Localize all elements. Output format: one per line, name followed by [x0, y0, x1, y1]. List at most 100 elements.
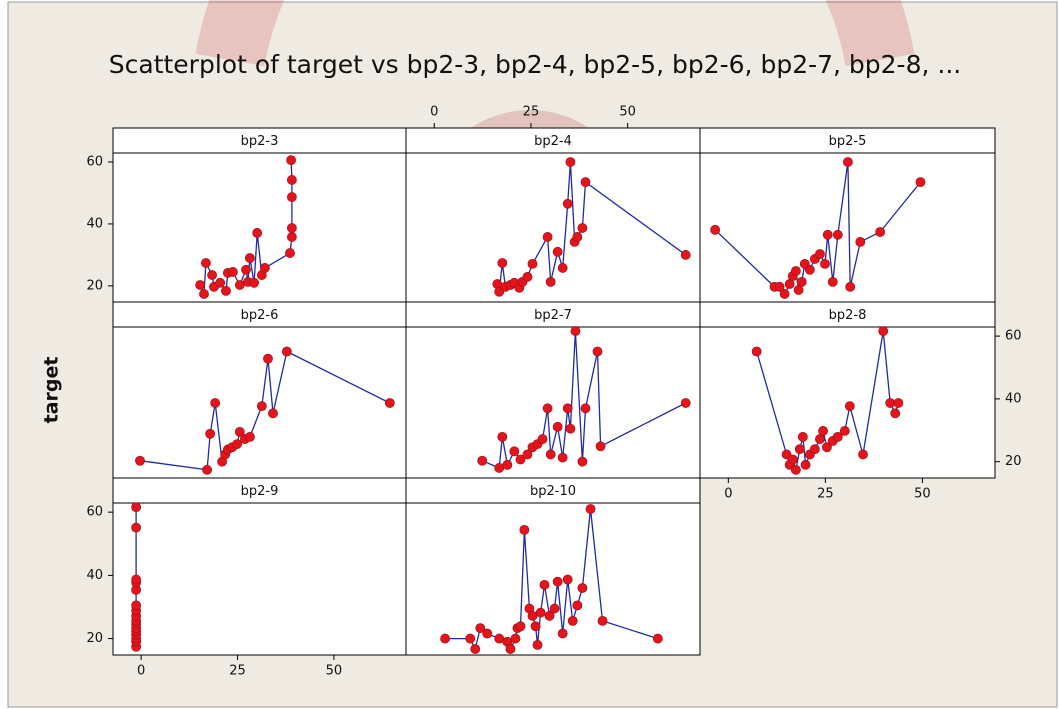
point	[543, 404, 552, 413]
point	[245, 432, 254, 441]
point	[553, 422, 562, 431]
point	[578, 457, 587, 466]
point	[752, 347, 761, 356]
point	[520, 525, 529, 534]
point	[495, 634, 504, 643]
point	[207, 270, 216, 279]
point	[536, 608, 545, 617]
point	[780, 289, 789, 298]
point	[856, 237, 865, 246]
point	[498, 432, 507, 441]
point	[581, 404, 590, 413]
point	[828, 277, 837, 286]
point	[558, 629, 567, 638]
point	[795, 445, 804, 454]
point	[523, 272, 532, 281]
y-axis-label: target	[41, 357, 63, 424]
x-tick-label: 25	[817, 487, 834, 502]
y-tick-label: 60	[86, 505, 103, 520]
point	[571, 326, 580, 335]
point	[510, 447, 519, 456]
point	[788, 455, 797, 464]
point	[653, 634, 662, 643]
point	[596, 442, 605, 451]
x-tick-label: 25	[229, 664, 246, 679]
point	[858, 450, 867, 459]
x-tick-label: 0	[724, 487, 732, 502]
y-tick-label: 60	[86, 154, 103, 169]
point	[528, 259, 537, 268]
point	[791, 465, 800, 474]
point	[201, 258, 210, 267]
panel-plot	[406, 503, 700, 655]
point	[798, 432, 807, 441]
point	[568, 616, 577, 625]
point	[546, 277, 555, 286]
point	[891, 409, 900, 418]
point	[287, 223, 296, 232]
point	[833, 230, 842, 239]
panel-plot	[113, 153, 406, 302]
point	[287, 192, 296, 201]
point	[550, 604, 559, 613]
point	[538, 434, 547, 443]
point	[563, 404, 572, 413]
point	[506, 644, 515, 653]
point	[285, 248, 294, 257]
point	[287, 232, 296, 241]
x-tick-label: 25	[523, 105, 540, 120]
panel-title: bp2-8	[829, 308, 867, 323]
x-tick-label: 0	[137, 664, 145, 679]
x-tick-label: 50	[619, 105, 636, 120]
point	[257, 402, 266, 411]
point	[876, 227, 885, 236]
point	[528, 611, 537, 620]
point	[593, 347, 602, 356]
point	[533, 640, 542, 649]
point	[202, 465, 211, 474]
x-tick-label: 50	[326, 664, 343, 679]
point	[385, 398, 394, 407]
point	[810, 445, 819, 454]
point	[132, 575, 141, 584]
point	[586, 504, 595, 513]
point	[478, 456, 487, 465]
point	[531, 622, 540, 631]
point	[228, 267, 237, 276]
point	[711, 225, 720, 234]
y-tick-label: 40	[1005, 391, 1022, 406]
point	[546, 450, 555, 459]
point	[206, 429, 215, 438]
point	[578, 223, 587, 232]
point	[894, 398, 903, 407]
point	[440, 634, 449, 643]
x-tick-label: 50	[914, 487, 931, 502]
point	[260, 263, 269, 272]
point	[495, 463, 504, 472]
point	[132, 523, 141, 532]
point	[553, 247, 562, 256]
point	[540, 580, 549, 589]
point	[466, 634, 475, 643]
point	[820, 259, 829, 268]
point	[211, 398, 220, 407]
point	[801, 460, 810, 469]
point	[797, 277, 806, 286]
point	[498, 258, 507, 267]
chart: Scatterplot of target vs bp2-3, bp2-4, b…	[0, 0, 1059, 709]
y-tick-label: 60	[1005, 329, 1022, 344]
panel-title: bp2-6	[241, 308, 279, 323]
point	[221, 286, 230, 295]
point	[132, 601, 141, 610]
point	[845, 402, 854, 411]
point	[566, 157, 575, 166]
y-tick-label: 20	[86, 278, 103, 293]
point	[245, 253, 254, 262]
point	[516, 622, 525, 631]
point	[681, 250, 690, 259]
point	[558, 453, 567, 462]
point	[282, 347, 291, 356]
point	[573, 601, 582, 610]
point	[563, 575, 572, 584]
point	[886, 398, 895, 407]
